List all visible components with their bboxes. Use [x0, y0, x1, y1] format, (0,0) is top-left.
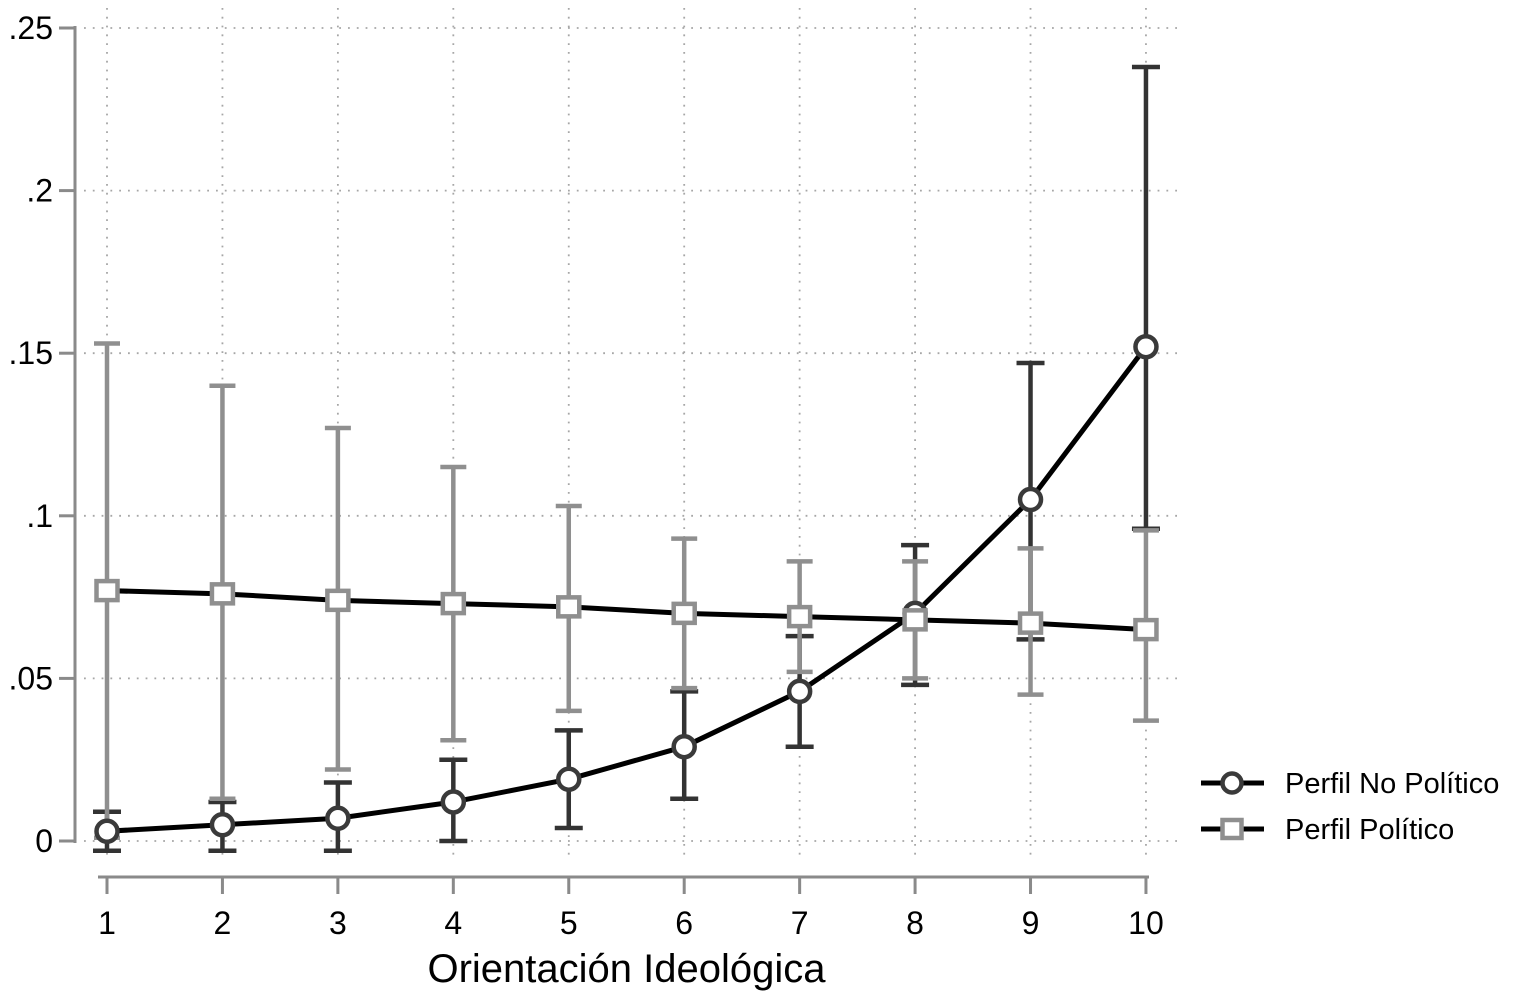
- y-tick-label: 0: [35, 823, 53, 859]
- x-axis: 1 2 3 4 5 6 7 8 9 10 Orientación Ideológica: [98, 875, 1164, 991]
- square-marker: [440, 591, 467, 616]
- y-tick-label: .2: [26, 173, 53, 209]
- x-tick-label: 6: [675, 905, 693, 941]
- series-perfil-politico: [94, 578, 1159, 642]
- circle-marker: [1017, 486, 1044, 513]
- x-tick-label: 7: [791, 905, 809, 941]
- square-marker: [556, 595, 582, 619]
- legend-label: Perfil Político: [1285, 814, 1454, 846]
- circle-marker: [1133, 333, 1159, 360]
- legend-square-marker: [1220, 817, 1244, 841]
- circle-marker: [325, 805, 351, 831]
- circle-marker: [94, 818, 120, 844]
- x-tick-label: 5: [560, 905, 578, 941]
- square-marker: [209, 582, 236, 606]
- square-marker: [1133, 617, 1159, 642]
- x-tick-label: 4: [444, 905, 462, 941]
- square-marker: [325, 588, 351, 613]
- x-tick-label: 2: [214, 905, 232, 941]
- legend-circle-marker: [1220, 771, 1244, 795]
- y-tick-label: .1: [26, 498, 53, 534]
- circle-marker: [786, 678, 813, 705]
- legend: Perfil No Político Perfil Político: [1201, 768, 1499, 846]
- square-marker: [671, 601, 697, 626]
- error-bars-perfil-no-politico: [93, 64, 1160, 854]
- x-axis-title: Orientación Ideológica: [427, 947, 826, 991]
- x-tick-label: 9: [1022, 905, 1040, 941]
- square-marker: [786, 604, 813, 629]
- x-tick-label: 10: [1128, 905, 1164, 941]
- x-tick-label: 8: [906, 905, 924, 941]
- x-tick-label: 1: [98, 905, 116, 941]
- legend-entry-perfil-no-politico: Perfil No Político: [1201, 768, 1499, 800]
- circle-marker: [671, 733, 697, 760]
- y-tick-label: .15: [9, 335, 53, 371]
- gridlines: [84, 8, 1178, 861]
- square-marker: [94, 578, 120, 603]
- legend-label: Perfil No Político: [1285, 768, 1499, 800]
- square-marker: [902, 608, 928, 632]
- legend-entry-perfil-politico: Perfil Político: [1201, 814, 1454, 846]
- circle-marker: [209, 811, 236, 838]
- y-tick-label: .25: [9, 10, 53, 46]
- y-axis: 0 .05 .1 .15 .2 .25: [9, 10, 77, 859]
- square-marker: [1017, 611, 1044, 635]
- circle-marker: [440, 789, 467, 815]
- x-tick-label: 3: [329, 905, 347, 941]
- series-perfil-no-politico: [94, 333, 1159, 844]
- circle-marker: [556, 766, 582, 792]
- y-tick-label: .05: [9, 660, 53, 696]
